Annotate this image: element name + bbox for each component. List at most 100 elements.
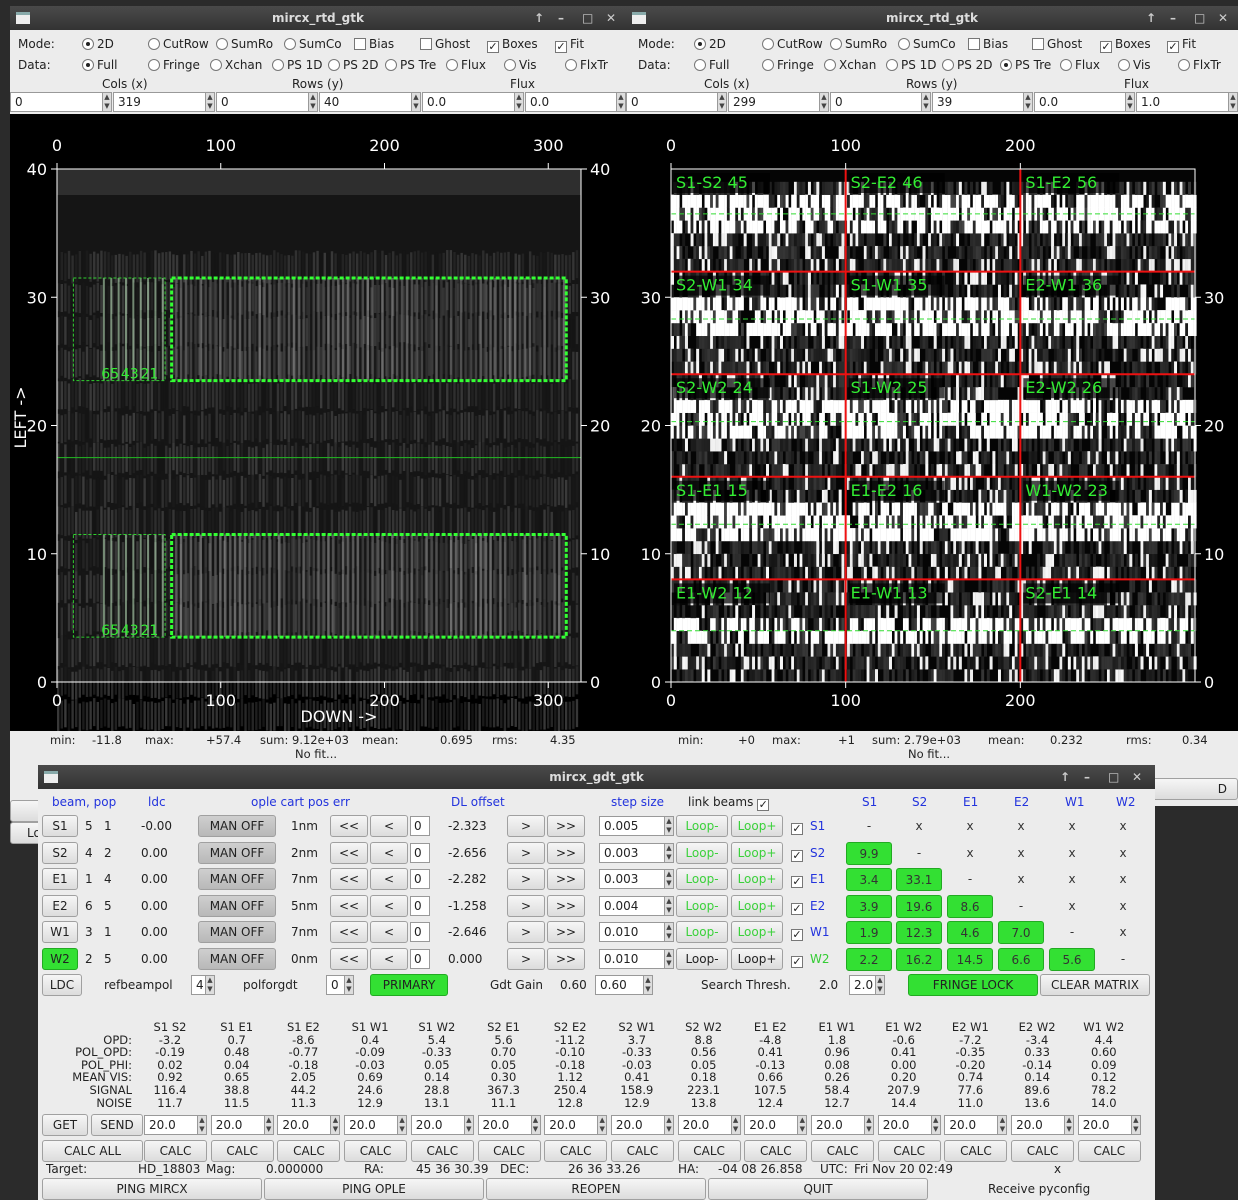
flux-max-input[interactable]: 0.0 ▲ ▼ xyxy=(525,92,626,112)
ps-pixel xyxy=(861,335,865,349)
data-fringe[interactable]: Fringe xyxy=(148,58,200,72)
spin-arrows-icon[interactable]: ▲ ▼ xyxy=(1125,93,1134,111)
ps-pixel xyxy=(819,617,823,631)
data-flxtr[interactable]: FlxTr xyxy=(565,58,608,72)
left-plot[interactable]: 65 43 21 65 43 21 0 0 100 100 200 200 300 300 0 0 10 10 20… xyxy=(10,114,626,732)
spin-arrows-icon[interactable]: ▲ ▼ xyxy=(102,93,111,111)
ps-pixel xyxy=(743,515,747,529)
data-vis[interactable]: Vis xyxy=(1118,58,1151,72)
rows-min-input[interactable]: 0 ▲ ▼ xyxy=(830,92,931,112)
ps-pixel xyxy=(721,310,725,324)
fit-check[interactable]: ✓ Fit xyxy=(555,37,585,53)
fringe-column xyxy=(469,278,473,381)
spin-arrows-icon[interactable]: ▲ ▼ xyxy=(921,93,930,111)
mode-cutrow[interactable]: CutRow xyxy=(762,37,823,51)
rows-max-input[interactable]: 39 ▲ ▼ xyxy=(932,92,1033,112)
spin-arrows-icon[interactable]: ▲ ▼ xyxy=(205,93,214,111)
data-pstre[interactable]: PS Tre xyxy=(385,58,436,72)
spin-arrows-icon[interactable]: ▲ ▼ xyxy=(1228,93,1237,111)
left-titlebar[interactable]: mircx_rtd_gtk ↑ – □ ✕ xyxy=(10,6,626,30)
close-icon[interactable]: ✕ xyxy=(1218,11,1229,25)
right-plot[interactable]: S1-S2 45 S2-E2 46 S1-E2 56 S2-W1 34 S1-W1 35… xyxy=(626,114,1238,731)
ps-pixel xyxy=(833,412,837,426)
data-pstre[interactable]: PS Tre xyxy=(1000,58,1051,72)
pixel-streak xyxy=(316,477,319,506)
maximize-icon[interactable]: □ xyxy=(582,11,594,25)
spin-arrows-icon[interactable]: ▲ ▼ xyxy=(514,93,523,111)
radio-icon xyxy=(1000,59,1012,71)
data-flux[interactable]: Flux xyxy=(1060,58,1100,72)
cols-max-input[interactable]: 319 ▲ ▼ xyxy=(113,92,215,112)
data-full[interactable]: Full xyxy=(694,58,730,72)
ghost-check[interactable]: Ghost xyxy=(1032,37,1082,51)
ghost-check[interactable]: Ghost xyxy=(420,37,470,51)
maximize-icon[interactable]: □ xyxy=(1194,11,1206,25)
mode-cutrow[interactable]: CutRow xyxy=(148,37,209,51)
boxes-check[interactable]: ✓ Boxes xyxy=(487,37,538,53)
mode-2d[interactable]: 2D xyxy=(694,37,726,51)
pixel-streak xyxy=(572,351,575,380)
bias-check[interactable]: Bias xyxy=(968,37,1008,51)
minimize-icon[interactable]: – xyxy=(1170,11,1176,25)
data-vis[interactable]: Vis xyxy=(504,58,537,72)
cols-min-input[interactable]: 0 ▲ ▼ xyxy=(10,92,112,112)
pixel-streak xyxy=(240,571,244,600)
right-titlebar[interactable]: mircx_rtd_gtk ↑ – □ ✕ xyxy=(626,6,1238,30)
data-xchan[interactable]: Xchan xyxy=(210,58,262,72)
data-ps1d[interactable]: PS 1D xyxy=(272,58,323,72)
pixel-streak xyxy=(71,413,74,442)
mode-sumcol[interactable]: SumCo xyxy=(284,37,342,51)
flux-min-input[interactable]: 0.0 ▲ ▼ xyxy=(422,92,524,112)
cols-min-input[interactable]: 0 ▲ ▼ xyxy=(626,92,727,112)
spin-arrows-icon[interactable]: ▲ ▼ xyxy=(616,93,625,111)
ps-pixel xyxy=(894,566,898,580)
cols-max-input[interactable]: 299 ▲ ▼ xyxy=(728,92,829,112)
spin-arrows-icon[interactable]: ▲ ▼ xyxy=(717,93,726,111)
spin-arrows-icon[interactable]: ▲ ▼ xyxy=(411,93,420,111)
mode-sumrow[interactable]: SumRo xyxy=(830,37,887,51)
pixel-streak xyxy=(330,251,334,280)
ps-pixel xyxy=(679,451,683,465)
data-ps1d[interactable]: PS 1D xyxy=(886,58,937,72)
ps-pixel xyxy=(855,412,859,426)
pixel-streak xyxy=(291,604,294,633)
spin-arrows-icon[interactable]: ▲ ▼ xyxy=(1023,93,1032,111)
pixel-streak xyxy=(121,477,125,506)
pixel-streak xyxy=(467,511,471,540)
keep-above-icon[interactable]: ↑ xyxy=(1146,11,1157,25)
pixel-streak xyxy=(503,703,507,732)
keep-above-icon[interactable]: ↑ xyxy=(534,11,545,25)
pixel-streak xyxy=(287,478,290,507)
flux-max-input[interactable]: 1.0 ▲ ▼ xyxy=(1136,92,1238,112)
data-full[interactable]: Full xyxy=(82,58,118,72)
rows-min-input[interactable]: 0 ▲ ▼ xyxy=(216,92,318,112)
minimize-icon[interactable]: – xyxy=(558,11,564,25)
data-fringe[interactable]: Fringe xyxy=(762,58,814,72)
pixel-streak xyxy=(363,541,366,570)
data-flxtr[interactable]: FlxTr xyxy=(1178,58,1221,72)
pixel-streak xyxy=(294,703,298,732)
close-icon[interactable]: ✕ xyxy=(606,11,617,25)
ps-pixel xyxy=(869,669,873,683)
pixel-streak xyxy=(67,703,71,732)
data-ps2d[interactable]: PS 2D xyxy=(942,58,993,72)
flux-min-input[interactable]: 0.0 ▲ ▼ xyxy=(1034,92,1135,112)
pixel-streak xyxy=(157,602,161,631)
ps-pixel xyxy=(869,220,873,234)
spin-arrows-icon[interactable]: ▲ ▼ xyxy=(308,93,317,111)
data-flux[interactable]: Flux xyxy=(446,58,486,72)
ps-pixel xyxy=(782,387,786,401)
mode-sumrow[interactable]: SumRo xyxy=(216,37,273,51)
spin-arrows-icon[interactable]: ▲ ▼ xyxy=(819,93,828,111)
pixel-streak xyxy=(226,507,229,536)
boxes-check[interactable]: ✓ Boxes xyxy=(1100,37,1151,53)
mode-sumcol[interactable]: SumCo xyxy=(898,37,956,51)
rows-max-input[interactable]: 40 ▲ ▼ xyxy=(319,92,421,112)
bias-check[interactable]: Bias xyxy=(354,37,394,51)
mode-2d[interactable]: 2D xyxy=(82,37,114,51)
ps-pixel xyxy=(718,348,722,362)
data-ps2d[interactable]: PS 2D xyxy=(328,58,379,72)
pixel-streak xyxy=(460,412,463,441)
fit-check[interactable]: ✓ Fit xyxy=(1167,37,1197,53)
data-xchan[interactable]: Xchan xyxy=(824,58,876,72)
